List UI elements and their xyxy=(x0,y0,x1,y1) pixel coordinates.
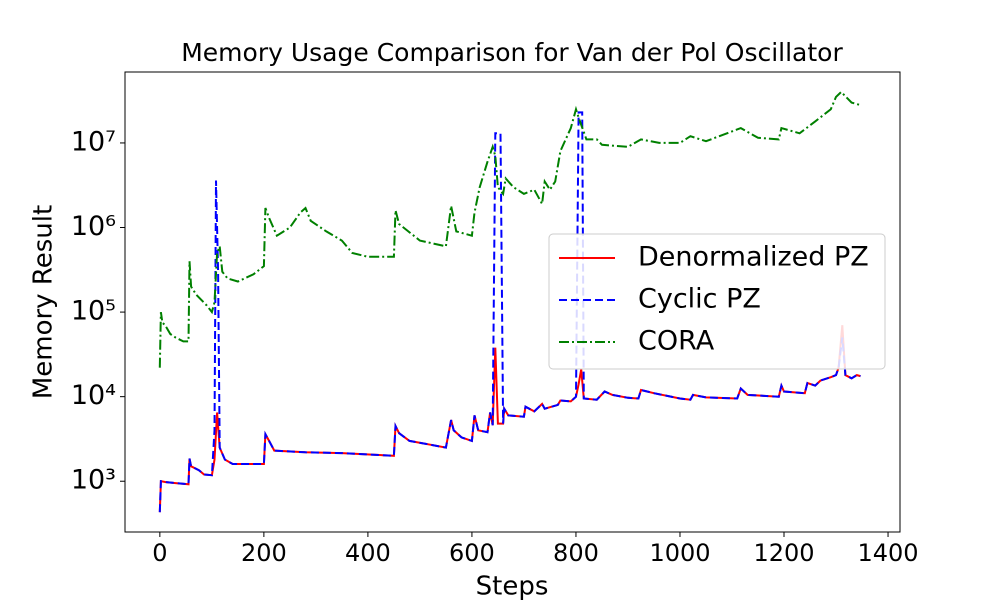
legend-label: Cyclic PZ xyxy=(638,284,761,315)
y-axis-label: Memory Result xyxy=(29,205,59,399)
y-tick-label: 10⁷ xyxy=(71,126,116,157)
x-tick-label: 1400 xyxy=(857,539,918,567)
x-tick-label: 1000 xyxy=(649,539,710,567)
y-tick-label: 10³ xyxy=(71,465,116,496)
x-axis-label: Steps xyxy=(476,572,549,600)
plot-frame xyxy=(124,71,901,533)
legend: Denormalized PZ Cyclic PZ CORA xyxy=(548,233,886,370)
legend-box xyxy=(548,233,886,370)
series-line xyxy=(158,90,861,368)
x-tick-label: 800 xyxy=(553,539,599,567)
legend-label: Denormalized PZ xyxy=(638,242,869,273)
x-tick-label: 0 xyxy=(152,539,167,567)
series-line xyxy=(158,111,861,513)
y-tick-label: 10⁶ xyxy=(71,211,116,242)
chart-title: Memory Usage Comparison for Van der Pol … xyxy=(181,38,843,67)
x-tick-label: 600 xyxy=(449,539,495,567)
y-tick-label: 10⁵ xyxy=(71,296,116,327)
legend-label: CORA xyxy=(638,326,715,357)
x-tick-label: 200 xyxy=(241,539,287,567)
x-tick-label: 400 xyxy=(345,539,391,567)
x-tick-label: 1200 xyxy=(753,539,814,567)
y-tick-label: 10⁴ xyxy=(71,380,116,411)
